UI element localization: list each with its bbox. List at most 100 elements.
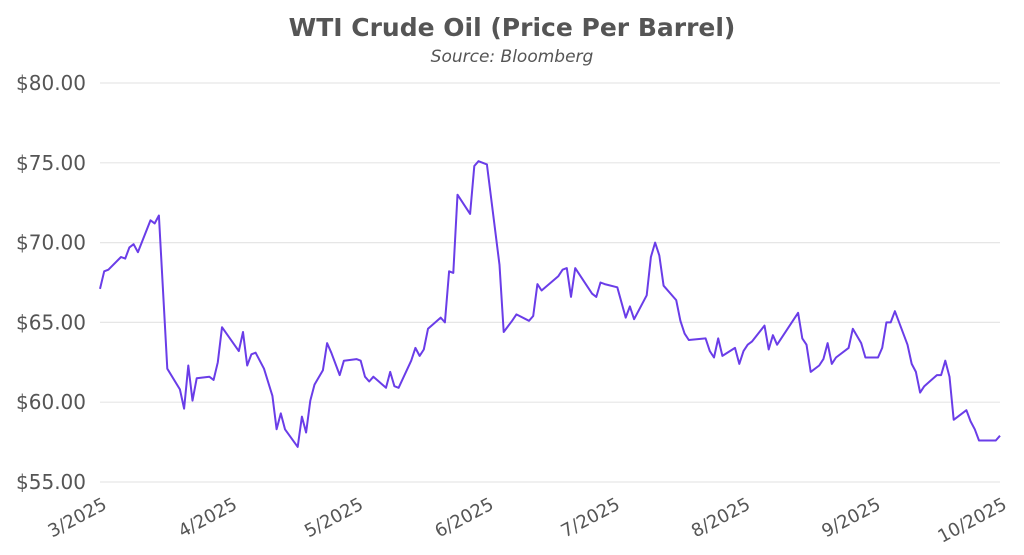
y-tick-label: $65.00 xyxy=(16,310,86,334)
data-point xyxy=(650,256,652,258)
data-point xyxy=(284,428,286,430)
data-point xyxy=(309,400,311,402)
data-point xyxy=(372,376,374,378)
data-point xyxy=(313,384,315,386)
chart-title: WTI Crude Oil (Price Per Barrel) xyxy=(289,13,736,42)
data-point xyxy=(713,357,715,359)
data-point xyxy=(894,310,896,312)
data-point xyxy=(511,320,513,322)
data-point xyxy=(246,364,248,366)
series-line xyxy=(99,160,1001,448)
x-tick-label: 9/2025 xyxy=(818,494,884,542)
data-point xyxy=(995,440,997,442)
data-point xyxy=(688,339,690,341)
data-point xyxy=(238,350,240,352)
data-point xyxy=(599,282,601,284)
y-axis-ticks: $55.00 $60.00 $65.00 $70.00 $75.00 $80.00 xyxy=(16,71,86,494)
data-point xyxy=(301,416,303,418)
data-point xyxy=(124,258,126,260)
data-point xyxy=(339,374,341,376)
data-point xyxy=(965,409,967,411)
data-point xyxy=(242,331,244,333)
y-tick-label: $80.00 xyxy=(16,71,86,95)
data-point xyxy=(831,363,833,365)
data-point xyxy=(208,376,210,378)
data-point xyxy=(734,347,736,349)
data-point xyxy=(183,408,185,410)
y-tick-label: $60.00 xyxy=(16,390,86,414)
data-point xyxy=(343,360,345,362)
data-point xyxy=(906,344,908,346)
data-point xyxy=(663,285,665,287)
x-tick-label: 6/2025 xyxy=(431,494,497,542)
x-tick-label: 10/2025 xyxy=(934,494,1010,548)
data-point xyxy=(103,270,105,272)
data-point xyxy=(297,446,299,448)
data-point xyxy=(974,428,976,430)
data-point xyxy=(469,213,471,215)
data-point xyxy=(305,432,307,434)
data-point xyxy=(473,165,475,167)
data-point xyxy=(221,326,223,328)
data-point xyxy=(499,264,501,266)
data-point xyxy=(368,380,370,382)
data-point xyxy=(133,243,135,245)
data-point xyxy=(574,267,576,269)
data-point xyxy=(360,360,362,362)
data-point xyxy=(326,342,328,344)
data-point xyxy=(255,352,257,354)
data-point xyxy=(864,357,866,359)
gridlines xyxy=(100,82,1000,483)
data-point xyxy=(250,353,252,355)
data-point xyxy=(532,315,534,317)
data-point xyxy=(196,377,198,379)
data-point xyxy=(801,337,803,339)
data-point xyxy=(978,440,980,442)
data-point xyxy=(427,328,429,330)
data-point xyxy=(456,194,458,196)
data-point xyxy=(738,363,740,365)
data-point xyxy=(915,371,917,373)
data-point xyxy=(423,349,425,351)
data-point xyxy=(364,376,366,378)
data-point xyxy=(953,419,955,421)
data-point xyxy=(625,317,627,319)
data-point xyxy=(797,312,799,314)
data-point xyxy=(536,283,538,285)
data-point xyxy=(166,368,168,370)
data-point xyxy=(263,368,265,370)
x-axis-ticks: 3/2025 4/2025 5/2025 6/2025 7/2025 8/2025 9/20… xyxy=(45,494,1011,548)
data-point xyxy=(330,352,332,354)
data-point xyxy=(356,358,358,360)
data-point xyxy=(675,299,677,301)
data-point xyxy=(322,369,324,371)
data-point xyxy=(154,222,156,224)
chart-subtitle: Source: Bloomberg xyxy=(431,47,594,67)
data-point xyxy=(742,350,744,352)
data-point xyxy=(835,357,837,359)
data-point xyxy=(860,342,862,344)
data-point xyxy=(923,385,925,387)
data-point xyxy=(940,374,942,376)
data-point xyxy=(911,363,913,365)
data-point xyxy=(389,371,391,373)
data-point xyxy=(541,289,543,291)
data-point xyxy=(944,360,946,362)
data-point xyxy=(751,341,753,343)
data-point xyxy=(705,337,707,339)
data-point xyxy=(919,392,921,394)
data-point xyxy=(654,242,656,244)
data-point xyxy=(881,347,883,349)
data-point xyxy=(149,219,151,221)
data-point xyxy=(949,376,951,378)
data-point xyxy=(629,305,631,307)
data-point xyxy=(679,320,681,322)
data-point xyxy=(414,347,416,349)
data-point xyxy=(595,296,597,298)
data-point xyxy=(999,435,1001,437)
data-point xyxy=(848,347,850,349)
data-point xyxy=(276,428,278,430)
data-point xyxy=(385,387,387,389)
data-point xyxy=(810,371,812,373)
